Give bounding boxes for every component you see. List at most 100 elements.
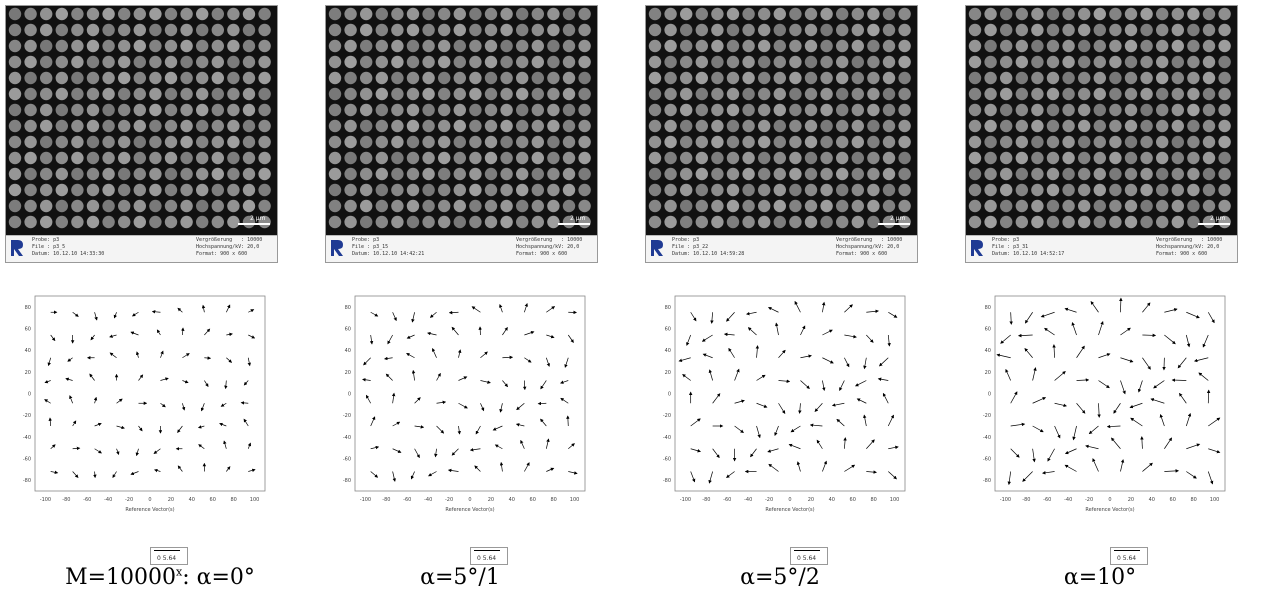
pillar-dot [1140, 71, 1153, 85]
pillar-dot [516, 87, 529, 101]
vector-arrow [414, 448, 420, 459]
pillar-dot [984, 7, 997, 21]
pillar-dot [328, 167, 342, 181]
vector-arrow [1207, 471, 1214, 485]
pillar-dot [149, 7, 162, 21]
vector-arrow [1207, 312, 1215, 324]
pillar-dot [328, 199, 342, 213]
vector-arrow [72, 471, 79, 478]
vector-arrow [866, 470, 877, 474]
x-tick-label: -20 [125, 497, 133, 503]
pillar-dot [391, 199, 404, 213]
vector-arrow [1208, 448, 1221, 454]
pillar-dot [984, 215, 997, 229]
vector-arrow [734, 368, 740, 381]
pillar-dot [680, 199, 693, 213]
pillar-dot [516, 135, 529, 149]
pillar-dot [484, 71, 498, 85]
vector-arrow [392, 471, 396, 482]
pillar-dot [180, 151, 193, 165]
pillar-dot [1000, 135, 1013, 149]
pillar-dot [984, 119, 997, 133]
pillar-dot [695, 87, 708, 101]
pillar-dot [578, 119, 591, 133]
pillar-dot [547, 23, 560, 37]
vector-arrow [728, 347, 735, 358]
vector-arrow [1076, 403, 1086, 414]
pillar-dot [469, 199, 482, 213]
pillar-dot [391, 55, 404, 69]
pillar-dot [391, 119, 404, 133]
pillar-dot [453, 199, 466, 213]
pillar-dot [1046, 151, 1060, 165]
pillar-dot [1202, 55, 1216, 69]
pillar-dot [375, 151, 388, 165]
pillar-dot [1031, 119, 1044, 133]
pillar-dot [1109, 23, 1122, 37]
pillar-dot [258, 39, 271, 53]
pillar-dot [1078, 7, 1091, 21]
pillar-dot [360, 183, 373, 197]
vector-arrow [560, 397, 569, 404]
x-tick-label: -100 [360, 497, 371, 503]
pillar-dot [1031, 167, 1044, 181]
pillar-dot [406, 7, 420, 21]
pillar-dot [133, 151, 146, 165]
pillar-dot [984, 71, 997, 85]
pillar-dot [484, 39, 498, 53]
vector-arrow [996, 353, 1011, 359]
pillar-dot [664, 23, 677, 37]
pillar-dot [547, 199, 560, 213]
pillar-dot [133, 199, 146, 213]
pillar-dot [820, 167, 833, 181]
vector-arrow [540, 418, 547, 427]
pillar-dot [406, 103, 420, 117]
pillar-dot [164, 119, 178, 133]
vector-arrow [1164, 469, 1180, 473]
pillar-dot [1202, 23, 1216, 37]
sem-pillar-grid: 2 µm [326, 6, 597, 236]
pillar-dot [1171, 215, 1184, 229]
pillar-dot [578, 167, 591, 181]
scale-bar-label: 2 µm [1210, 215, 1226, 222]
pillar-dot [484, 119, 498, 133]
sem-info-bar: Probe: p3 File : p3_22 Datum: 10.12.10 1… [646, 235, 917, 262]
vector-arrow [1007, 471, 1012, 486]
vector-arrow [457, 349, 462, 358]
pillar-dot [40, 183, 53, 197]
y-tick-label: 40 [345, 348, 351, 354]
caption-1: M=10000x: α=0° [65, 565, 255, 590]
pillar-dot [1000, 23, 1013, 37]
pillar-dot [102, 87, 115, 101]
pillar-dot [1109, 119, 1122, 133]
pillar-dot [406, 71, 420, 85]
pillar-dot [695, 215, 708, 229]
pillar-dot [742, 55, 755, 69]
pillar-dot [882, 151, 896, 165]
x-tick-label: 20 [1128, 497, 1134, 503]
pillar-dot [1140, 23, 1153, 37]
pillar-dot [836, 215, 849, 229]
pillar-dot [1171, 55, 1184, 69]
pillar-dot [328, 103, 342, 117]
pillar-dot [1171, 199, 1184, 213]
pillar-dot [438, 103, 451, 117]
pillar-dot [71, 23, 84, 37]
pillar-dot [1171, 87, 1184, 101]
vector-arrow [370, 445, 380, 450]
pillar-dot [422, 183, 435, 197]
pillar-dot [742, 167, 755, 181]
vector-arrow [545, 438, 550, 449]
pillar-dot [406, 55, 420, 69]
vector-arrow [822, 357, 834, 364]
pillar-dot [984, 135, 997, 149]
pillar-dot [562, 71, 576, 85]
pillar-dot [102, 119, 115, 133]
vector-arrow [492, 425, 503, 431]
vector-arrow [1113, 403, 1121, 414]
pillar-dot [328, 55, 342, 69]
pillar-dot [1078, 39, 1091, 53]
sem-info-bar: Probe: p3 File : p3_15 Datum: 10.12.10 1… [326, 235, 597, 262]
pillar-dot [648, 183, 662, 197]
pillar-dot [242, 55, 256, 69]
